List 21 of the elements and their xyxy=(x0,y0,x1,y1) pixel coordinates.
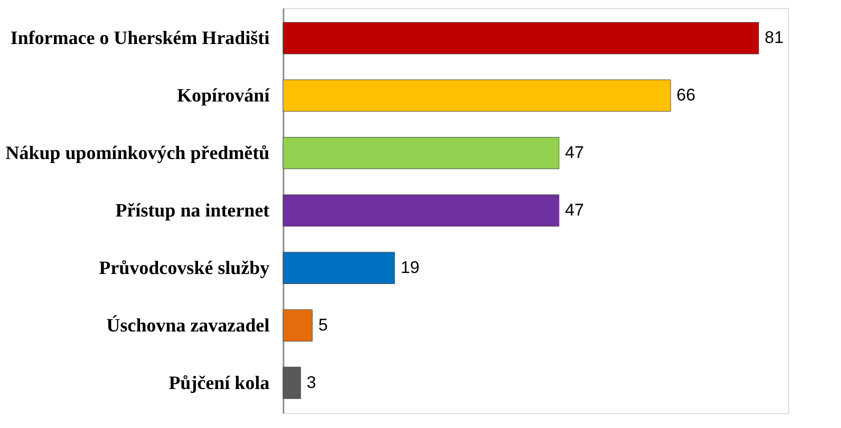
bar xyxy=(282,80,671,112)
data-label: 66 xyxy=(676,86,696,105)
bar xyxy=(282,309,313,342)
y-tick-label: Nákup upomínkových předmětů xyxy=(6,143,270,164)
bar xyxy=(282,252,395,284)
bar xyxy=(282,366,301,399)
y-tick-label: Úschovna zavazadel xyxy=(106,314,270,336)
y-tick-label: Přístup na internet xyxy=(115,200,270,222)
data-label: 5 xyxy=(318,315,328,334)
data-label: 19 xyxy=(400,258,420,277)
data-label: 47 xyxy=(564,143,584,162)
y-tick-label: Kopírování xyxy=(176,86,270,107)
bar xyxy=(282,194,560,227)
y-tick-label: Průvodcovské služby xyxy=(99,258,270,279)
bar xyxy=(282,22,759,54)
data-label: 81 xyxy=(764,28,784,48)
data-label: 3 xyxy=(306,372,316,392)
y-tick-label: Půjčení kola xyxy=(168,372,270,394)
data-label: 47 xyxy=(564,200,584,220)
bar xyxy=(282,137,560,170)
y-tick-label: Informace o Uherském Hradišti xyxy=(10,28,270,50)
